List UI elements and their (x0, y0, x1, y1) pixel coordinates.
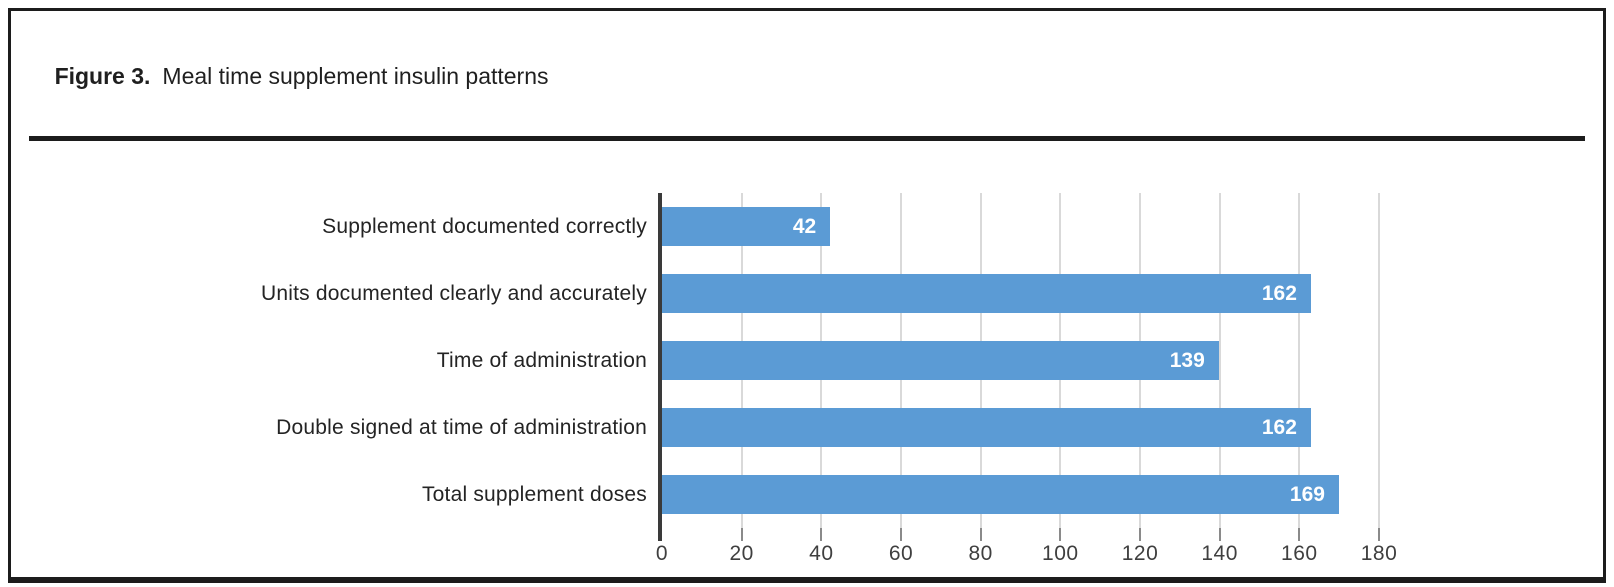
chart-row: Time of administration 139 (29, 327, 1585, 394)
axis-tick (1139, 528, 1141, 541)
figure-frame: Figure 3. Meal time supplement insulin pa… (8, 8, 1606, 583)
axis-tick (1059, 528, 1062, 541)
axis-tick-label: 20 (729, 542, 754, 565)
bar-track: 42 (662, 193, 1383, 260)
bar-track: 169 (662, 461, 1383, 528)
bar-chart: 0 20 40 60 80 100 120 140 160 180 Supplement docu… (29, 193, 1585, 587)
chart-row: Supplement documented correctly 42 (29, 193, 1585, 260)
axis-tick-label: 0 (655, 542, 669, 565)
axis-tick (900, 528, 902, 541)
axis-zero-tick (658, 528, 662, 541)
category-label: Units documented clearly and accurately (261, 281, 647, 305)
axis-tick-label: 60 (888, 542, 914, 565)
axis-tick-label: 40 (809, 542, 834, 565)
category-label: Time of administration (436, 348, 647, 372)
axis-tick (979, 528, 982, 541)
bar-track: 162 (662, 260, 1383, 327)
bar: 42 (662, 207, 831, 246)
bar: 169 (662, 475, 1339, 514)
figure-number: Figure 3. (54, 63, 151, 89)
category-label: Supplement documented correctly (322, 214, 647, 238)
bar-track: 162 (662, 394, 1383, 461)
axis-tick-label: 140 (1201, 542, 1238, 565)
bar-value-label: 42 (792, 214, 817, 238)
bar: 162 (662, 408, 1311, 447)
figure-caption: Figure 3. Meal time supplement insulin pa… (29, 31, 1585, 121)
bar-value-label: 139 (1169, 348, 1205, 372)
axis-tick (1218, 528, 1221, 541)
bar-track: 139 (662, 327, 1383, 394)
bar-value-label: 169 (1289, 482, 1325, 506)
gridline (1378, 193, 1380, 528)
axis-tick (820, 528, 823, 541)
axis-tick-label: 120 (1121, 542, 1159, 565)
chart-row: Double signed at time of administration 1… (29, 394, 1585, 461)
caption-divider-rule (29, 136, 1585, 141)
gridline (1218, 193, 1221, 528)
figure-title: Meal time supplement insulin patterns (162, 63, 549, 89)
bar-value-label: 162 (1261, 281, 1297, 305)
axis-tick-label: 100 (1042, 542, 1079, 565)
chart-row: Units documented clearly and accurately 1… (29, 260, 1585, 327)
axis-tick (740, 528, 743, 541)
axis-tick-label: 180 (1360, 542, 1398, 565)
axis-tick-label: 80 (968, 542, 993, 565)
axis-tick (1378, 528, 1380, 541)
axis-tick (1298, 528, 1301, 541)
bar: 139 (662, 341, 1219, 380)
axis-tick-label: 160 (1281, 542, 1318, 565)
category-label: Double signed at time of administration (276, 415, 647, 439)
category-label: Total supplement doses (421, 482, 647, 506)
bar-value-label: 162 (1261, 415, 1297, 439)
chart-row: Total supplement doses 169 (29, 461, 1585, 528)
bar: 162 (662, 274, 1311, 313)
bar-rows: Supplement documented correctly 42 Units d… (29, 193, 1585, 528)
gridline (1298, 193, 1301, 528)
